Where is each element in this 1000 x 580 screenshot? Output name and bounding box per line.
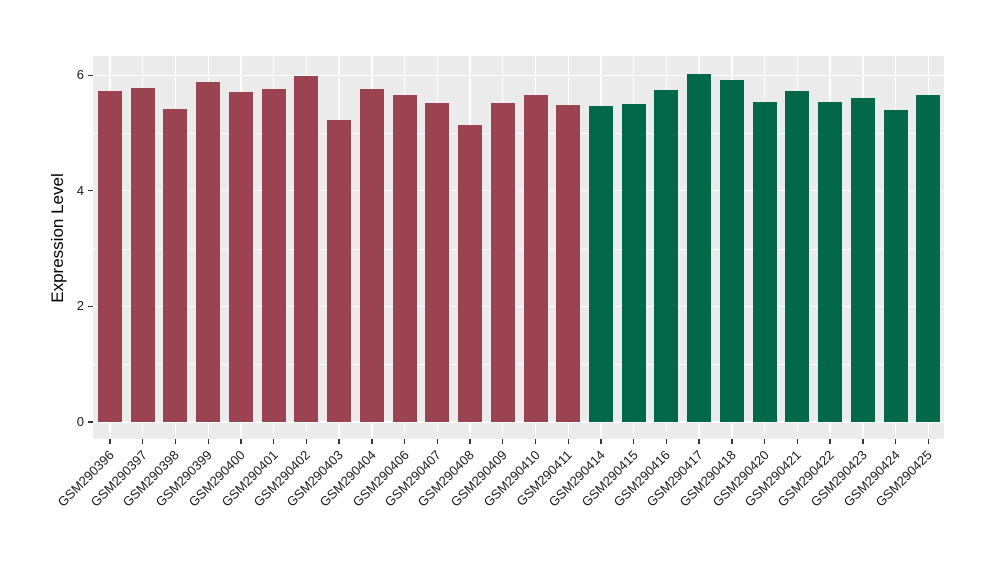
x-tick-GSM290411	[567, 439, 569, 444]
x-tick-GSM290420	[763, 439, 766, 444]
x-tick-GSM290406	[403, 439, 406, 444]
x-tick-GSM290415	[633, 439, 635, 444]
bar-GSM290423	[850, 97, 875, 422]
bar-GSM290424	[883, 109, 908, 422]
bar-GSM290399	[196, 82, 221, 422]
x-tick-GSM290397	[142, 439, 144, 444]
gridline-major-y0	[93, 421, 944, 423]
bar-GSM290411	[556, 104, 581, 422]
y-tick-0	[88, 421, 93, 423]
gridline-major-y4	[93, 190, 944, 192]
bar-GSM290410	[523, 94, 548, 422]
x-tick-GSM290422	[829, 439, 831, 444]
bar-GSM290402	[294, 75, 319, 422]
bar-GSM290403	[327, 120, 352, 422]
y-tick-4	[88, 190, 93, 192]
bar-GSM290409	[490, 102, 515, 422]
bar-GSM290417	[687, 74, 712, 422]
y-tick-6	[88, 74, 93, 76]
x-tick-GSM290416	[665, 439, 668, 444]
x-tick-GSM290421	[796, 439, 799, 444]
y-tick-2	[88, 305, 93, 308]
bar-GSM290404	[359, 89, 384, 422]
bar-GSM290397	[130, 88, 155, 422]
gridline-major-y6	[93, 74, 944, 76]
bar-GSM290407	[425, 102, 450, 422]
x-tick-GSM290409	[502, 439, 504, 444]
bar-GSM290401	[261, 89, 286, 422]
y-tick-label-2: 2	[76, 298, 84, 314]
bar-GSM290421	[785, 90, 810, 422]
gridline-minor-y3	[93, 248, 944, 250]
gridline-minor-y5	[93, 133, 944, 134]
x-tick-GSM290423	[862, 439, 864, 444]
gridline-minor-y1	[93, 364, 944, 366]
x-tick-GSM290399	[207, 439, 209, 444]
bar-GSM290422	[818, 101, 843, 422]
bar-GSM290416	[654, 90, 679, 422]
x-tick-GSM290402	[305, 439, 308, 444]
y-tick-label-6: 6	[76, 67, 84, 83]
x-tick-GSM290398	[174, 439, 177, 444]
bar-GSM290408	[458, 124, 483, 422]
x-tick-GSM290403	[338, 439, 340, 444]
bar-GSM290406	[392, 94, 417, 422]
y-tick-label-0: 0	[76, 414, 84, 429]
x-tick-GSM290424	[894, 439, 897, 444]
x-tick-GSM290414	[600, 439, 602, 444]
x-tick-GSM290418	[731, 439, 733, 444]
gridline-major-y2	[93, 305, 944, 308]
x-tick-GSM290417	[698, 439, 700, 444]
bar-GSM290414	[588, 105, 613, 422]
x-tick-GSM290396	[109, 439, 111, 444]
x-tick-GSM290425	[927, 439, 929, 444]
x-tick-GSM290407	[436, 439, 439, 444]
bar-GSM290415	[621, 103, 646, 422]
x-tick-GSM290410	[534, 439, 537, 444]
bar-GSM290425	[916, 94, 941, 422]
plot-panel	[93, 56, 944, 439]
x-tick-GSM290401	[272, 439, 275, 444]
x-tick-GSM290404	[371, 439, 373, 444]
bar-GSM290396	[98, 90, 123, 422]
bar-GSM290418	[719, 79, 744, 422]
y-tick-label-4: 4	[76, 182, 84, 198]
bar-GSM290420	[752, 101, 777, 422]
x-tick-GSM290408	[469, 439, 471, 444]
x-tick-GSM290400	[240, 439, 242, 444]
bar-GSM290400	[228, 91, 253, 422]
bar-GSM290398	[163, 108, 188, 422]
